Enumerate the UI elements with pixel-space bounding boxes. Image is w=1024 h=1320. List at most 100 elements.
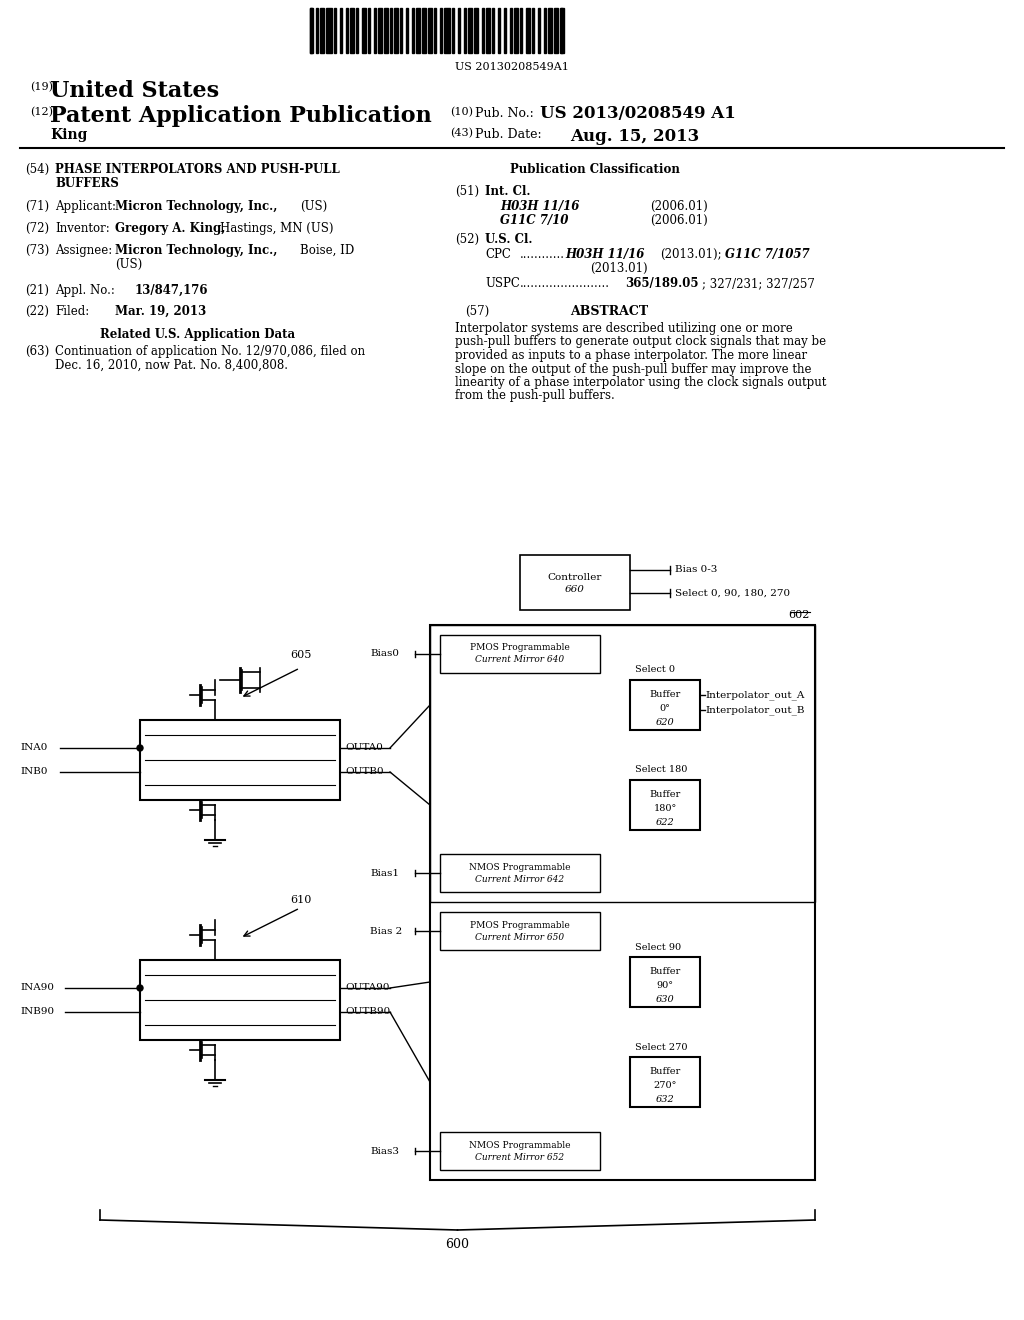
- Bar: [630, 957, 700, 1007]
- Text: ........................: ........................: [520, 277, 610, 290]
- Bar: [532, 8, 534, 53]
- Text: (73): (73): [25, 244, 49, 257]
- Text: (12): (12): [30, 107, 53, 117]
- Bar: [316, 8, 318, 53]
- Bar: [538, 8, 540, 53]
- Text: Filed:: Filed:: [55, 305, 89, 318]
- Bar: [486, 8, 490, 53]
- Text: Buffer: Buffer: [649, 968, 681, 975]
- Bar: [416, 8, 420, 53]
- Text: Boise, ID: Boise, ID: [300, 244, 354, 257]
- Text: Select 270: Select 270: [635, 1043, 687, 1052]
- Text: (2013.01);: (2013.01);: [660, 248, 722, 261]
- Text: BUFFERS: BUFFERS: [55, 177, 119, 190]
- Bar: [394, 8, 398, 53]
- Bar: [560, 8, 562, 53]
- Text: INA90: INA90: [20, 983, 54, 993]
- Text: Hastings, MN (US): Hastings, MN (US): [220, 222, 334, 235]
- Circle shape: [137, 985, 143, 991]
- Text: 630: 630: [655, 995, 675, 1005]
- Text: Interpolator_out_B: Interpolator_out_B: [705, 705, 805, 715]
- Text: PHASE INTERPOLATORS AND PUSH-PULL: PHASE INTERPOLATORS AND PUSH-PULL: [55, 162, 340, 176]
- Text: H03H 11/16: H03H 11/16: [500, 201, 580, 213]
- Text: NMOS Programmable: NMOS Programmable: [469, 862, 570, 871]
- Text: 0°: 0°: [659, 704, 671, 713]
- Bar: [430, 624, 815, 902]
- Bar: [374, 8, 376, 53]
- Text: 660: 660: [565, 585, 585, 594]
- Text: (US): (US): [115, 257, 142, 271]
- Text: Assignee:: Assignee:: [55, 244, 113, 257]
- Text: Select 0, 90, 180, 270: Select 0, 90, 180, 270: [675, 589, 791, 598]
- Text: Bias0: Bias0: [370, 649, 399, 659]
- Bar: [510, 8, 512, 53]
- Bar: [310, 8, 312, 53]
- Bar: [384, 8, 388, 53]
- Text: provided as inputs to a phase interpolator. The more linear: provided as inputs to a phase interpolat…: [455, 348, 807, 362]
- Text: Select 90: Select 90: [635, 942, 681, 952]
- Text: (43): (43): [450, 128, 473, 139]
- Bar: [340, 8, 342, 53]
- Text: Select 0: Select 0: [635, 665, 675, 675]
- Bar: [368, 8, 370, 53]
- Text: 620: 620: [655, 718, 675, 727]
- Bar: [350, 8, 354, 53]
- Text: (US): (US): [300, 201, 328, 213]
- Bar: [406, 8, 408, 53]
- Text: Controller: Controller: [548, 573, 602, 582]
- Text: (21): (21): [25, 284, 49, 297]
- Text: (2013.01): (2013.01): [590, 261, 647, 275]
- Text: G11C 7/10: G11C 7/10: [500, 214, 568, 227]
- Bar: [444, 8, 450, 53]
- Text: H03H 11/16: H03H 11/16: [565, 248, 644, 261]
- Text: (72): (72): [25, 222, 49, 235]
- Bar: [526, 8, 530, 53]
- Text: ............: ............: [520, 248, 565, 261]
- Text: 602: 602: [788, 610, 810, 620]
- Text: 632: 632: [655, 1096, 675, 1104]
- Text: Current Mirror 650: Current Mirror 650: [475, 932, 564, 941]
- Text: (2006.01): (2006.01): [650, 201, 708, 213]
- Circle shape: [137, 744, 143, 751]
- Text: (52): (52): [455, 234, 479, 246]
- Text: OUTA90: OUTA90: [345, 983, 389, 993]
- Text: Buffer: Buffer: [649, 1067, 681, 1076]
- Bar: [422, 8, 426, 53]
- Bar: [554, 8, 558, 53]
- Bar: [630, 680, 700, 730]
- Text: (2006.01): (2006.01): [650, 214, 708, 227]
- Bar: [492, 8, 494, 53]
- Bar: [630, 780, 700, 830]
- Bar: [440, 635, 600, 673]
- Text: PMOS Programmable: PMOS Programmable: [470, 644, 570, 652]
- Text: OUTB90: OUTB90: [345, 1007, 390, 1016]
- Text: Applicant:: Applicant:: [55, 201, 116, 213]
- Text: linearity of a phase interpolator using the clock signals output: linearity of a phase interpolator using …: [455, 376, 826, 389]
- Text: 622: 622: [655, 818, 675, 828]
- Bar: [468, 8, 472, 53]
- Bar: [326, 8, 332, 53]
- Text: 13/847,176: 13/847,176: [135, 284, 209, 297]
- Text: (71): (71): [25, 201, 49, 213]
- Bar: [630, 1057, 700, 1107]
- Text: Bias3: Bias3: [370, 1147, 399, 1155]
- Text: Pub. No.:: Pub. No.:: [475, 107, 534, 120]
- Bar: [474, 8, 478, 53]
- Text: Gregory A. King,: Gregory A. King,: [115, 222, 225, 235]
- Text: CPC: CPC: [485, 248, 511, 261]
- Bar: [440, 912, 600, 950]
- Text: NMOS Programmable: NMOS Programmable: [469, 1140, 570, 1150]
- Bar: [504, 8, 506, 53]
- Bar: [440, 1133, 600, 1170]
- Text: Mar. 19, 2013: Mar. 19, 2013: [115, 305, 206, 318]
- Bar: [440, 854, 600, 892]
- Bar: [378, 8, 382, 53]
- Bar: [544, 8, 546, 53]
- Text: Micron Technology, Inc.,: Micron Technology, Inc.,: [115, 244, 278, 257]
- Text: Continuation of application No. 12/970,086, filed on: Continuation of application No. 12/970,0…: [55, 345, 366, 358]
- Bar: [428, 8, 432, 53]
- Bar: [548, 8, 552, 53]
- Bar: [346, 8, 348, 53]
- Text: (51): (51): [455, 185, 479, 198]
- Text: 365/189.05: 365/189.05: [625, 277, 698, 290]
